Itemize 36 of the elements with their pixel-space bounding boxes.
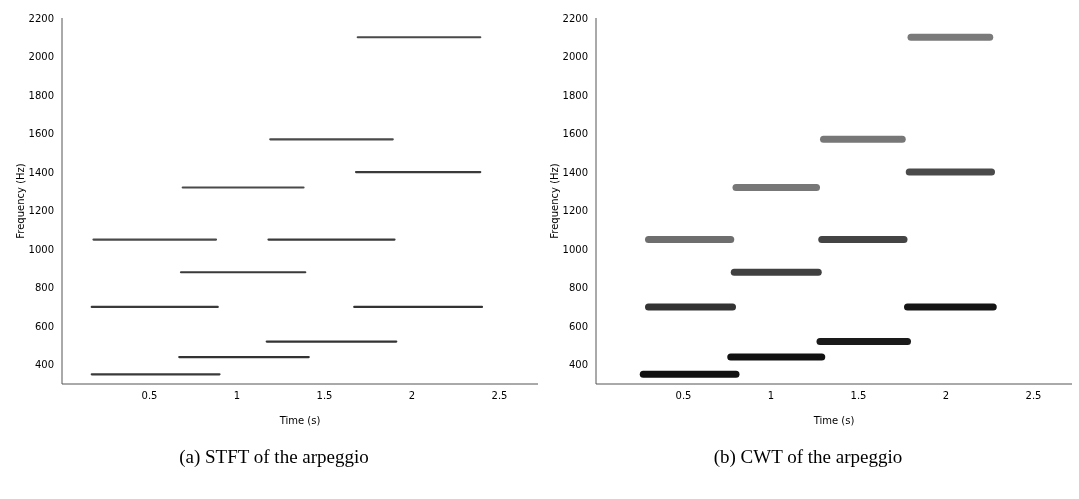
x-tick-label: 1.5 xyxy=(850,390,867,402)
y-tick-label: 1400 xyxy=(562,166,588,178)
y-tick-label: 800 xyxy=(568,282,588,294)
y-axis-title: Frequency (Hz) xyxy=(14,163,26,239)
y-tick-label: 1200 xyxy=(562,205,588,217)
x-tick-label: 1.5 xyxy=(316,390,333,402)
y-tick-label: 2200 xyxy=(562,12,588,24)
y-tick-label: 1400 xyxy=(28,166,54,178)
y-tick-label: 1000 xyxy=(28,243,54,255)
x-tick-label: 0.5 xyxy=(141,390,158,402)
y-tick-label: 800 xyxy=(34,282,54,294)
y-tick-label: 1000 xyxy=(562,243,588,255)
x-tick-label: 2 xyxy=(408,390,416,402)
y-tick-label: 400 xyxy=(568,359,588,371)
x-tick-label: 2.5 xyxy=(1025,390,1042,402)
y-tick-label: 1600 xyxy=(28,128,54,140)
y-tick-label: 2000 xyxy=(562,51,588,63)
y-tick-label: 2200 xyxy=(28,12,54,24)
x-axis-title: Time (s) xyxy=(278,415,321,426)
y-axis-title: Frequency (Hz) xyxy=(548,163,560,239)
x-tick-label: 2.5 xyxy=(491,390,508,402)
y-tick-label: 400 xyxy=(34,359,54,371)
y-tick-label: 1200 xyxy=(28,205,54,217)
text: (a) STFT of the arpeggio xyxy=(178,446,370,468)
x-tick-label: 0.5 xyxy=(675,390,692,402)
y-tick-label: 1600 xyxy=(562,128,588,140)
y-tick-label: 600 xyxy=(34,320,54,332)
y-tick-label: 1800 xyxy=(28,89,54,101)
x-tick-label: 2 xyxy=(942,390,950,402)
y-tick-label: 600 xyxy=(568,320,588,332)
y-tick-label: 1800 xyxy=(562,89,588,101)
x-tick-label: 1 xyxy=(233,390,241,402)
x-tick-label: 1 xyxy=(767,390,775,402)
y-tick-label: 2000 xyxy=(28,51,54,63)
text: (b) CWT of the arpeggio xyxy=(712,446,904,468)
x-axis-title: Time (s) xyxy=(812,415,855,426)
